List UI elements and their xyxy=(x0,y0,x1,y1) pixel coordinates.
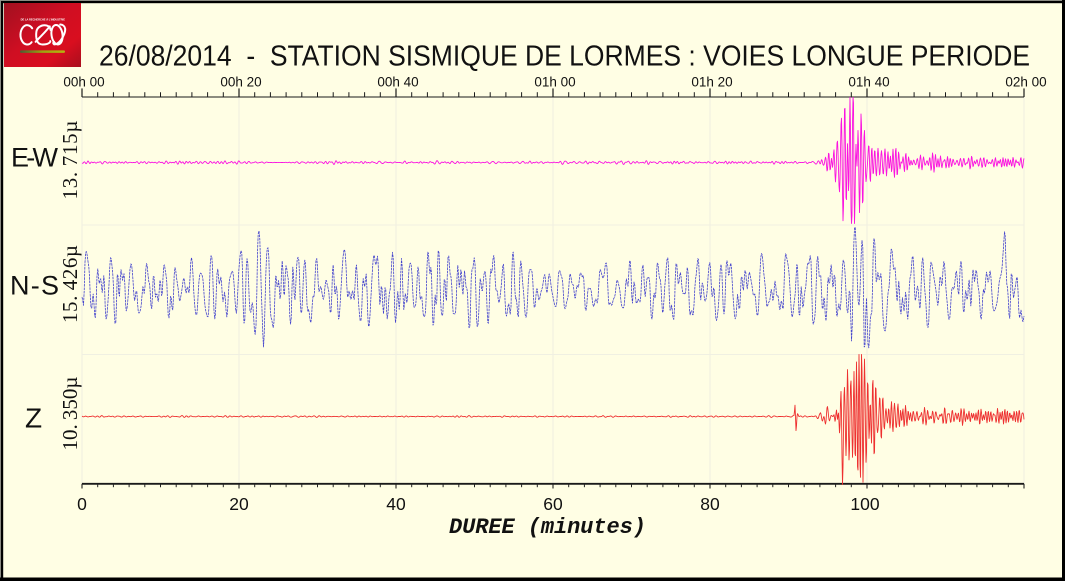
svg-text:26/08/2014 - STATION SISMIQU: 26/08/2014 - STATION SISMIQUE DE LORMES … xyxy=(99,41,1030,73)
svg-text:01h 00: 01h 00 xyxy=(534,75,575,90)
svg-text:100: 100 xyxy=(850,494,879,514)
svg-text:80: 80 xyxy=(700,494,720,514)
svg-text:E-W: E-W xyxy=(11,143,59,173)
svg-text:00h 20: 00h 20 xyxy=(220,75,261,90)
svg-text:02h 00: 02h 00 xyxy=(1005,75,1046,90)
svg-text:N-S: N-S xyxy=(10,271,59,301)
svg-text:01h 40: 01h 40 xyxy=(848,75,889,90)
svg-text:00h 00: 00h 00 xyxy=(63,75,104,90)
svg-text:15. 426µ: 15. 426µ xyxy=(58,245,82,323)
svg-text:40: 40 xyxy=(386,494,406,514)
svg-text:00h 40: 00h 40 xyxy=(377,75,418,90)
svg-text:DUREE (minutes): DUREE (minutes) xyxy=(449,515,646,540)
svg-text:0: 0 xyxy=(77,494,87,514)
svg-text:13. 715µ: 13. 715µ xyxy=(58,121,82,200)
svg-text:Z: Z xyxy=(25,403,42,434)
svg-text:60: 60 xyxy=(543,494,563,514)
svg-text:DE LA RECHERCHE À L’INDUSTRIE: DE LA RECHERCHE À L’INDUSTRIE xyxy=(21,16,66,21)
svg-text:01h 20: 01h 20 xyxy=(691,75,732,90)
svg-text:10. 350µ: 10. 350µ xyxy=(58,377,82,451)
svg-text:20: 20 xyxy=(229,494,249,514)
